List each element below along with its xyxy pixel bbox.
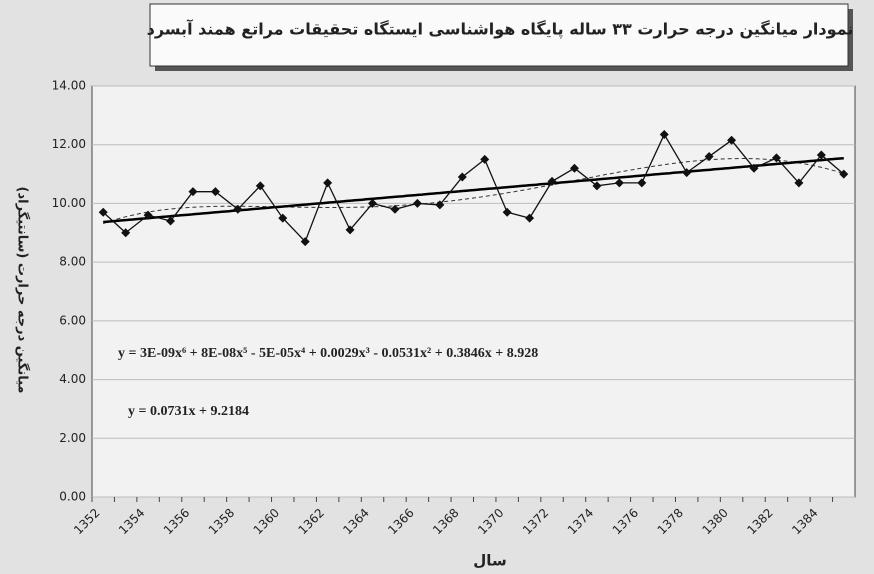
data-point (569, 163, 579, 173)
data-line (102, 133, 845, 243)
data-point (525, 213, 535, 223)
y-tick-label: 0.00 (59, 490, 86, 504)
plot-area (91, 85, 856, 498)
data-point (188, 187, 198, 197)
trend-line (103, 156, 844, 224)
y-tick-label: 10.00 (52, 196, 86, 210)
data-point (771, 153, 781, 163)
annotation: y = 0.0731x + 9.2184 (128, 404, 249, 419)
data-point (390, 204, 400, 214)
y-tick-label: 8.00 (59, 255, 86, 269)
data-point (749, 163, 759, 173)
data-point (816, 150, 826, 160)
data-point (480, 154, 490, 164)
y-tick-label: 6.00 (59, 313, 86, 327)
data-point (794, 178, 804, 188)
trend-line (103, 158, 844, 224)
data-point (637, 178, 647, 188)
y-tick-label: 12.00 (52, 137, 86, 151)
data-point (233, 204, 243, 214)
data-point (682, 168, 692, 178)
data-point (704, 151, 714, 161)
data-point (166, 216, 176, 226)
data-point (278, 213, 288, 223)
data-point (210, 187, 220, 197)
data-point (614, 178, 624, 188)
data-point (323, 178, 333, 188)
data-point (368, 198, 378, 208)
data-point (839, 169, 849, 179)
data-point (727, 135, 737, 145)
data-point (547, 176, 557, 186)
data-point (592, 181, 602, 191)
data-point (345, 225, 355, 235)
x-axis-label: سال (473, 552, 506, 570)
y-tick-label: 4.00 (59, 372, 86, 386)
y-tick-label: 2.00 (59, 431, 86, 445)
data-point (502, 207, 512, 217)
y-axis-label: میانگین درجه حرارت (سانتیگراد) (15, 187, 31, 394)
data-point (300, 237, 310, 247)
data-point (457, 172, 467, 182)
data-point (98, 207, 108, 217)
data-point (143, 210, 153, 220)
chart-title: نمودار میانگین درجه حرارت ۳۳ ساله پایگاه… (147, 19, 854, 40)
data-point (659, 129, 669, 139)
title-box (149, 3, 849, 67)
y-tick-label: 14.00 (52, 79, 86, 93)
data-point (435, 200, 445, 210)
data-point (121, 228, 131, 238)
data-point (255, 181, 265, 191)
data-point (412, 198, 422, 208)
annotation: y = 3E-09x⁶ + 8E-08x⁵ - 5E-05x⁴ + 0.0029… (118, 346, 538, 361)
